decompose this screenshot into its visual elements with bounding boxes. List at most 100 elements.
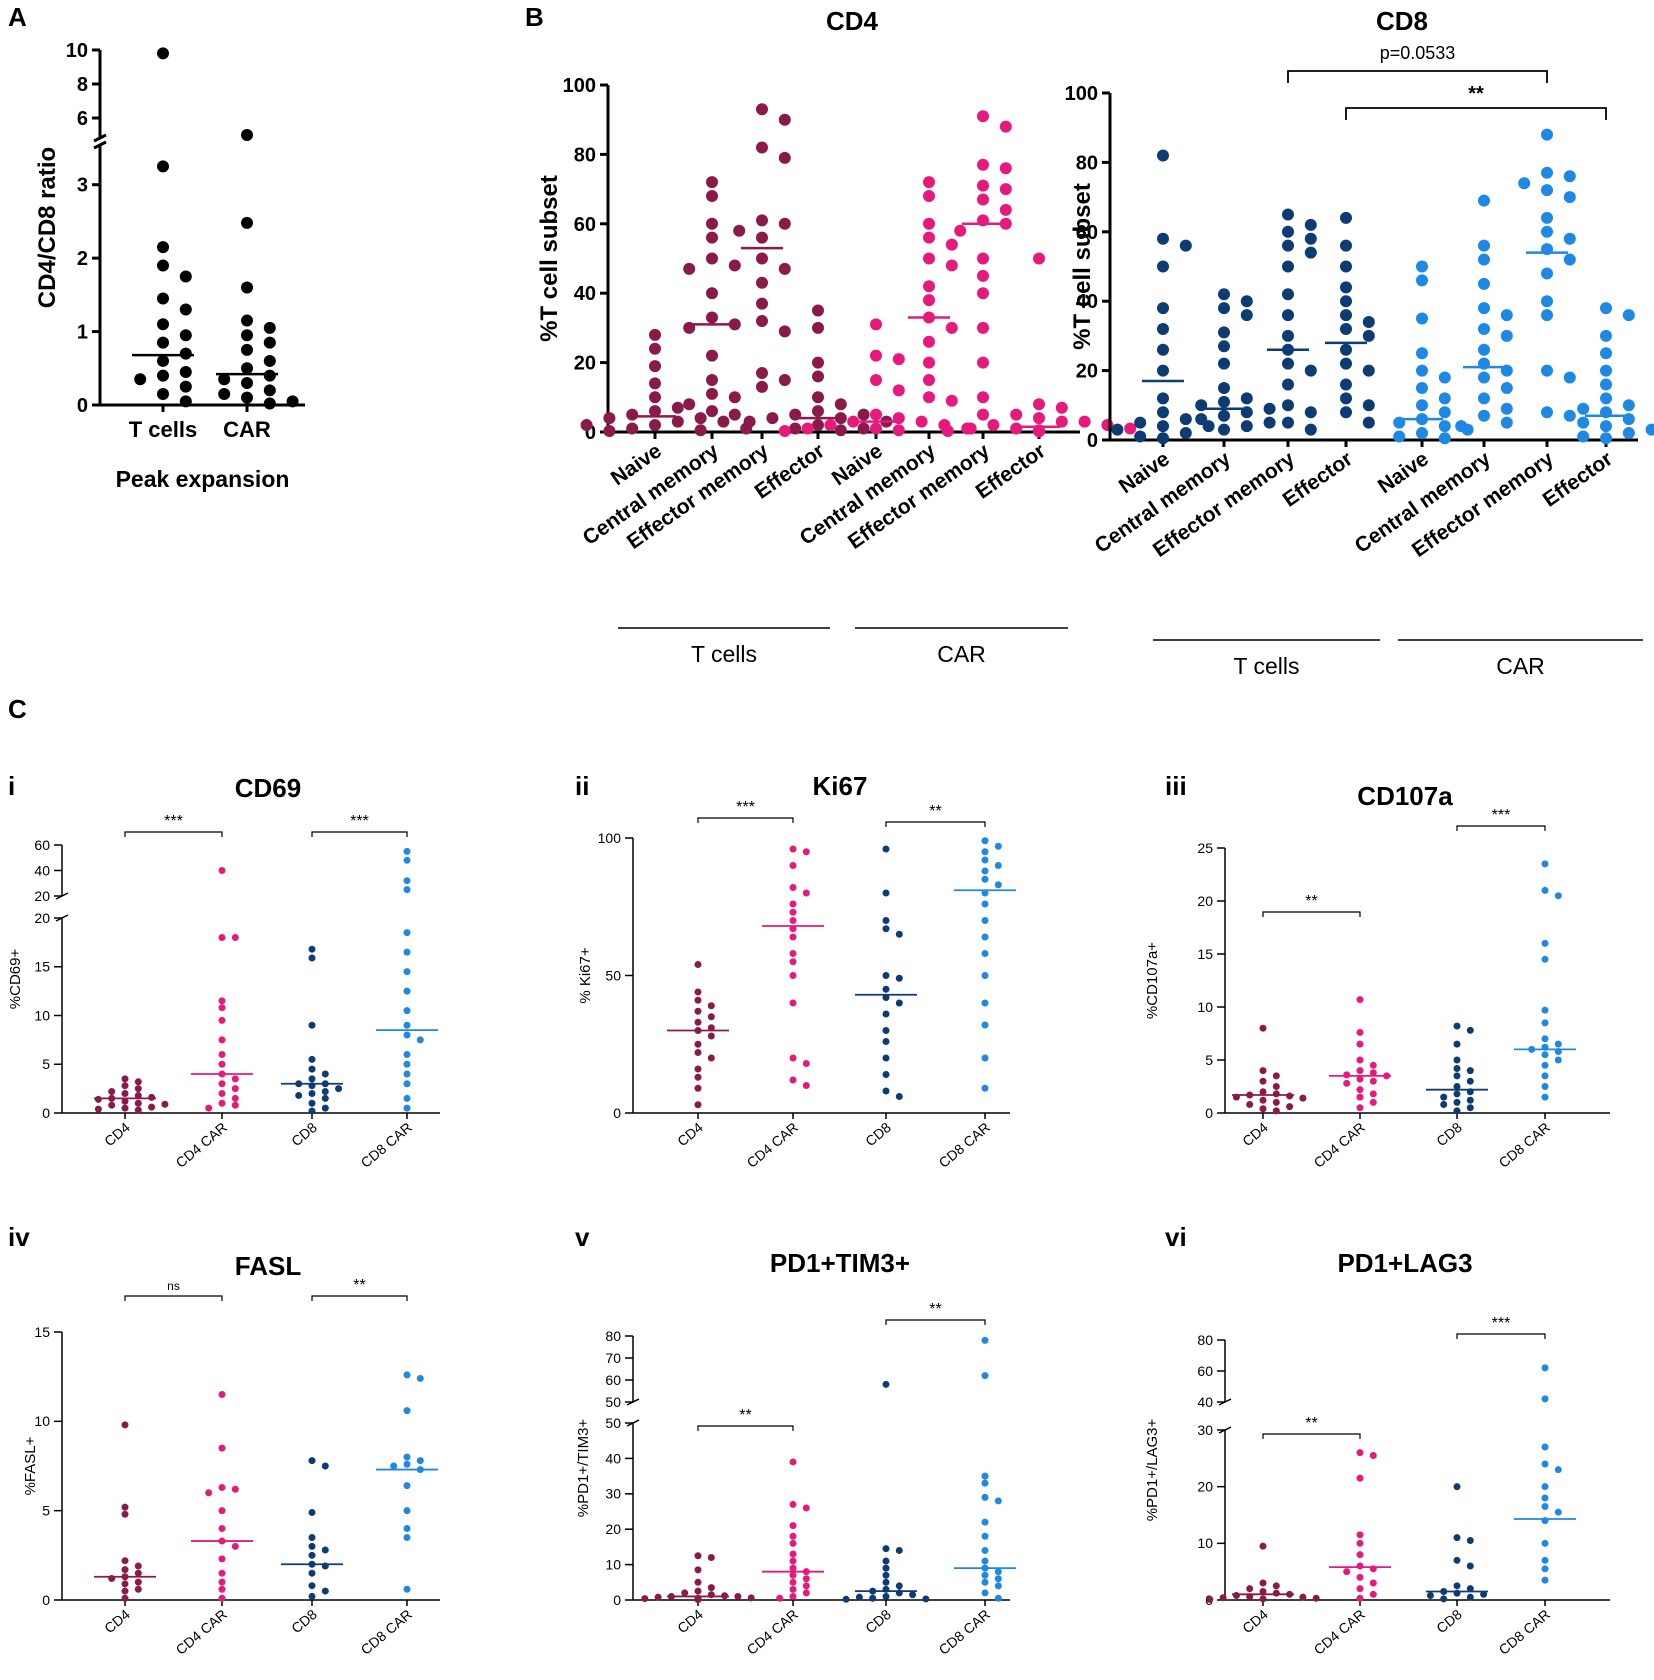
data-point-cd4-car [789,1571,797,1579]
y-tick-label: 20 [605,1521,621,1537]
data-point-cd4-car [205,1104,213,1112]
y-tick-label: 20 [34,910,50,926]
x-tick-label: CD4 CAR [744,1606,801,1658]
data-point-cd4-car [218,1016,226,1024]
data-point-effector [812,405,824,418]
significance-label: *** [350,813,369,830]
data-point-effector [812,304,824,317]
data-point-naive [1111,423,1124,436]
data-point-cd8-car [403,1104,411,1112]
data-point-central-memory [923,231,935,244]
y-tick-label: 10 [1197,999,1213,1015]
data-point-naive [1157,364,1169,377]
sublabel-iii: iii [1165,771,1187,801]
data-point-cd4 [121,1503,129,1511]
data-point-cd8 [895,1582,903,1590]
x-tick-label: CD4 CAR [1311,1119,1368,1171]
data-point-cd4-car [1356,1551,1364,1559]
y-axis-label: %T cell subset [536,175,563,342]
data-point-cd4-car [218,1051,226,1058]
data-point-cd4-car [789,900,797,908]
data-point-cd4 [148,1103,156,1111]
data-point-effector-memory [1541,364,1553,377]
data-point-naive [892,384,905,397]
x-tick-label: CD8 CAR [358,1606,415,1658]
significance-bracket [697,817,794,823]
y-tick-label: 25 [1197,840,1213,856]
data-point-effector [1577,402,1590,415]
data-point-cd4-car [218,1569,226,1577]
data-point-t-cells [157,160,169,173]
data-point-cd8 [1453,1090,1461,1098]
data-point-cd8-car [1541,1494,1549,1502]
y-tick-label: 0 [613,1592,621,1608]
data-point-cd8 [1426,1591,1434,1599]
data-point-cd8-car [994,842,1002,850]
data-point-cd8 [321,1462,329,1470]
data-point-central-memory [1218,302,1230,315]
chart-pd1-tim3: 0 10 20 30 40 50 50 60 70 80 %PD1+/TIM3+ PD1+TIM3+ C… [575,1248,1016,1658]
data-point-cd4 [1259,1542,1267,1550]
data-point-effector [857,408,870,421]
data-point-effector-memory [1304,232,1317,245]
data-point-naive [1416,312,1428,325]
data-point-cd8 [295,1091,303,1099]
data-point-car [263,384,276,397]
data-point-cd4 [134,1569,142,1577]
data-point-effector-memory [756,141,768,154]
data-point-cd8 [882,994,890,1001]
data-point-cd8 [308,1090,316,1097]
data-point-naive [603,412,616,425]
y-tick-label: 10 [34,1007,50,1023]
y-tick-label: 40 [1076,291,1098,313]
y-tick-label: 20 [574,353,596,375]
data-point-cd8-car [1541,1539,1549,1547]
data-point-central-memory [706,287,718,300]
data-point-t-cells [157,47,169,60]
data-point-cd4-car [231,934,239,941]
data-point-effector-memory [1563,409,1576,422]
data-point-central-memory [1478,302,1490,315]
data-point-central-memory [1500,416,1513,429]
data-point-central-memory [1195,413,1208,426]
data-point-effector [1577,430,1590,443]
data-point-naive [870,349,882,362]
data-point-naive [671,401,684,414]
data-point-cd8-car [981,856,989,864]
chart-cd4-cd8-ratio: 0 1 2 3 6 8 10 CD4/CD8 ratio T cells CAR Peak expa… [34,40,305,492]
data-point-cd4-car [789,1578,797,1586]
data-point-cd8-car [981,917,989,924]
data-point-cd4 [1259,1067,1267,1075]
data-point-effector [941,424,954,437]
data-point-cd8 [895,999,903,1007]
data-point-effector-memory [1304,218,1317,231]
data-point-cd8 [1440,1093,1448,1101]
data-point-cd4-car [789,1054,797,1062]
data-point-cd8 [855,1593,863,1601]
y-axis-label: % Ki67+ [577,947,594,1004]
data-point-cd8 [882,1054,890,1062]
data-point-car [241,362,253,375]
data-point-cd8-car [1541,1556,1549,1564]
data-point-central-memory [923,335,935,348]
data-point-central-memory [1478,343,1490,356]
data-point-car [263,321,276,334]
data-point-cd8 [882,1545,890,1553]
data-point-car [241,376,253,389]
y-axis-label: %CD107a+ [1144,942,1161,1019]
data-point-cd4-car [1369,1090,1377,1098]
data-point-cd8 [308,1569,316,1577]
y-axis-label: CD4/CD8 ratio [34,147,61,308]
chart-title: CD107a [1357,781,1453,811]
data-point-cd4-car [1356,996,1364,1004]
data-point-cd4 [1272,1090,1280,1098]
data-point-t-cells [157,241,169,254]
data-point-naive [649,328,661,341]
x-tick-label: CD8 CAR [1496,1119,1553,1171]
data-point-effector-memory [1541,211,1553,224]
data-point-cd4-car [789,1458,797,1466]
y-tick-label: 60 [574,214,596,236]
data-point-effector-memory [1282,208,1294,221]
data-point-cd8 [882,1038,890,1045]
data-point-central-memory [706,387,718,400]
